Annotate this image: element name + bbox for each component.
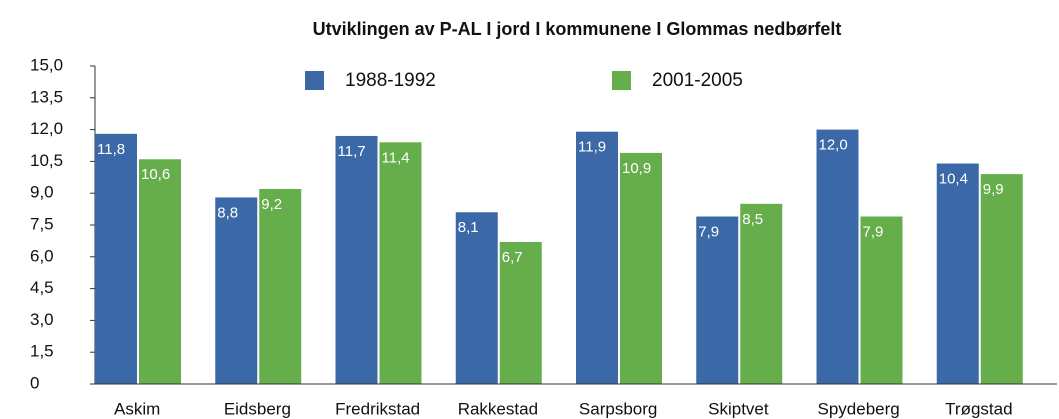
value-label: 8,8 [217,204,238,221]
y-tick-label: 4,5 [30,278,54,297]
value-label: 9,9 [983,181,1004,198]
value-label: 7,9 [698,223,719,240]
value-label: 10,4 [939,170,968,187]
x-tick-label: Fredrikstad [335,399,420,418]
bar [95,133,137,384]
x-tick-label: Askim [114,399,160,418]
value-label: 11,7 [338,143,366,160]
legend-swatch [305,71,324,90]
value-label: 8,5 [742,211,763,228]
bar [860,216,903,384]
bar [259,188,302,384]
x-tick-label: Trøgstad [945,399,1012,418]
bar [335,135,378,384]
y-tick-label: 3,0 [30,310,54,329]
y-tick-label: 13,5 [30,87,63,106]
value-label: 6,7 [502,249,523,266]
x-tick-label: Eidsberg [224,399,291,418]
value-label: 11,9 [578,139,606,156]
bar [139,159,181,384]
value-label: 8,1 [458,219,479,236]
bar [620,152,662,384]
bar [499,241,542,384]
y-tick-label: 0 [30,373,39,392]
bar [576,131,618,384]
chart-title: Utviklingen av P-AL I jord I kommunene I… [313,19,842,39]
bar [936,163,979,384]
y-tick-label: 15,0 [30,55,63,74]
legend-swatch [612,71,631,90]
legend-label: 1988-1992 [345,70,436,91]
value-label: 11,8 [97,141,125,158]
y-tick-label: 7,5 [30,214,54,233]
bar [215,197,258,384]
x-tick-label: Sarpsborg [579,399,657,418]
y-tick-label: 10,5 [30,151,63,170]
y-tick-label: 12,0 [30,119,63,138]
value-label: 10,9 [622,160,651,177]
y-tick-label: 9,0 [30,183,54,202]
bar [455,212,498,384]
x-tick-label: Spydeberg [818,399,900,418]
value-label: 11,4 [382,149,410,166]
legend-label: 2001-2005 [652,70,743,91]
bar [980,174,1023,384]
bar [379,142,422,384]
value-label: 10,6 [141,166,170,183]
value-label: 12,0 [819,137,848,154]
value-label: 7,9 [863,223,884,240]
bar [816,129,859,384]
y-tick-label: 1,5 [30,342,54,361]
x-tick-label: Rakkestad [458,399,538,418]
x-tick-label: Skiptvet [708,399,769,418]
bar [740,203,783,384]
value-label: 9,2 [261,196,282,213]
bar [696,216,739,384]
y-tick-label: 6,0 [30,246,54,265]
